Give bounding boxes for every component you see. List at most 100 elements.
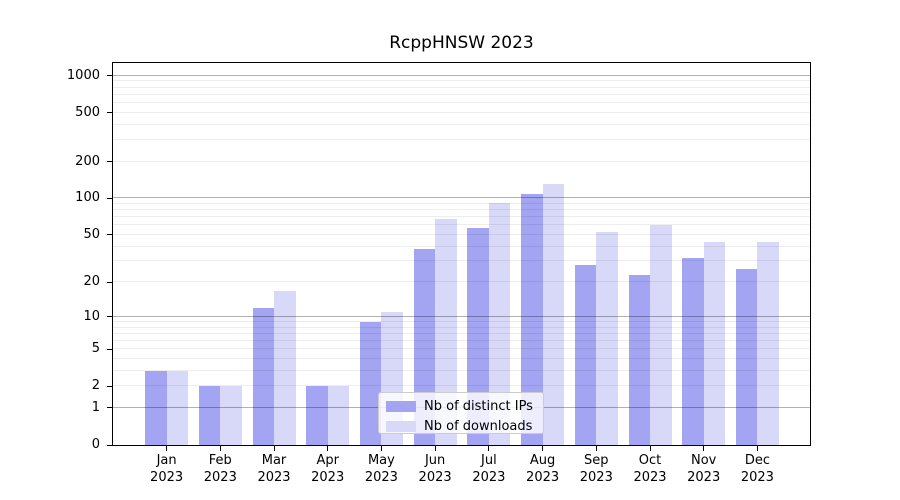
x-tick-label-year: 2023 bbox=[257, 470, 291, 485]
y-gridline-minor bbox=[113, 160, 810, 162]
y-gridline-minor bbox=[113, 326, 810, 328]
y-gridline-minor bbox=[113, 348, 810, 350]
y-tick-label: 200 bbox=[75, 153, 100, 169]
bar-distinct-ips-apr bbox=[306, 386, 328, 445]
y-gridline-minor bbox=[113, 111, 810, 113]
y-gridline-minor bbox=[113, 385, 810, 387]
x-tick-label: Jun 2023 bbox=[403, 452, 467, 486]
y-tick-label: 10 bbox=[83, 308, 100, 324]
bar-distinct-ips-mar bbox=[252, 307, 274, 445]
x-tick-label: Aug 2023 bbox=[511, 452, 575, 486]
x-tick-label-year: 2023 bbox=[311, 470, 345, 485]
y-gridline-minor bbox=[113, 209, 810, 211]
y-tick-label: 50 bbox=[83, 226, 100, 242]
x-tick-mark bbox=[649, 446, 651, 451]
y-gridline-minor bbox=[113, 281, 810, 283]
y-gridline-minor bbox=[113, 224, 810, 226]
x-tick-label: Mar 2023 bbox=[242, 452, 306, 486]
y-gridline-minor bbox=[113, 260, 810, 262]
x-tick-mark bbox=[488, 446, 490, 451]
bar-downloads-mar bbox=[274, 290, 296, 445]
y-tick-label: 100 bbox=[75, 190, 100, 206]
y-gridline-minor bbox=[113, 93, 810, 95]
legend-label-distinct-ips: Nb of distinct IPs bbox=[424, 398, 533, 414]
x-tick-mark bbox=[273, 446, 275, 451]
y-gridline-minor bbox=[113, 332, 810, 334]
y-tick-mark bbox=[107, 75, 113, 77]
x-tick-label-year: 2023 bbox=[740, 470, 774, 485]
x-tick-mark bbox=[542, 446, 544, 451]
bar-distinct-ips-aug bbox=[521, 194, 543, 445]
y-tick-mark bbox=[107, 385, 113, 387]
bar-distinct-ips-oct bbox=[628, 275, 650, 445]
y-tick-mark bbox=[107, 234, 113, 236]
y-tick-label: 5 bbox=[91, 341, 100, 357]
x-tick-label-year: 2023 bbox=[579, 470, 613, 485]
legend: Nb of distinct IPs Nb of downloads bbox=[378, 392, 544, 434]
y-tick-mark bbox=[107, 348, 113, 350]
legend-swatch-distinct-ips bbox=[386, 400, 416, 412]
x-tick-label: Jan 2023 bbox=[135, 452, 199, 486]
x-tick-mark bbox=[380, 446, 382, 451]
x-tick-label: Nov 2023 bbox=[672, 452, 736, 486]
y-gridline-minor bbox=[113, 320, 810, 322]
y-tick-mark bbox=[107, 197, 113, 199]
x-tick-mark bbox=[703, 446, 705, 451]
x-tick-label: Dec 2023 bbox=[725, 452, 789, 486]
y-gridline-minor bbox=[113, 245, 810, 247]
y-tick-label: 20 bbox=[83, 274, 100, 290]
bar-distinct-ips-may bbox=[359, 321, 382, 445]
x-tick-mark bbox=[595, 446, 597, 451]
x-tick-label-year: 2023 bbox=[526, 470, 560, 485]
x-tick-label: Apr 2023 bbox=[296, 452, 360, 486]
y-gridline-minor bbox=[113, 101, 810, 103]
y-tick-mark bbox=[107, 161, 113, 162]
y-tick-mark bbox=[107, 112, 113, 114]
y-gridline-major bbox=[113, 197, 810, 199]
bar-distinct-ips-nov bbox=[682, 258, 704, 445]
bar-downloads-nov bbox=[703, 241, 726, 445]
x-tick-mark bbox=[434, 446, 436, 451]
x-tick-label: Oct 2023 bbox=[618, 452, 682, 486]
bar-distinct-ips-sep bbox=[574, 265, 597, 445]
x-tick-mark bbox=[756, 446, 758, 451]
bar-downloads-oct bbox=[650, 225, 672, 445]
grid-layer bbox=[113, 63, 810, 445]
x-tick-label-year: 2023 bbox=[418, 470, 452, 485]
bar-downloads-sep bbox=[596, 231, 618, 445]
chart-title: RcppHNSW 2023 bbox=[389, 33, 534, 53]
x-tick-mark bbox=[327, 446, 329, 451]
x-tick-label-year: 2023 bbox=[633, 470, 667, 485]
y-gridline-minor bbox=[113, 233, 810, 235]
bar-downloads-feb bbox=[220, 386, 242, 445]
x-tick-label: Feb 2023 bbox=[188, 452, 252, 486]
y-gridline-minor bbox=[113, 358, 810, 359]
y-gridline-minor bbox=[113, 123, 810, 125]
y-gridline-minor bbox=[113, 202, 810, 204]
y-gridline-major bbox=[113, 315, 810, 317]
y-tick-mark bbox=[107, 407, 113, 409]
y-gridline-minor bbox=[113, 86, 810, 88]
y-gridline-minor bbox=[113, 80, 810, 82]
x-tick-label-year: 2023 bbox=[687, 470, 721, 485]
legend-item-distinct-ips: Nb of distinct IPs bbox=[386, 398, 543, 414]
y-tick-label: 1000 bbox=[66, 67, 100, 83]
x-tick-mark bbox=[219, 446, 221, 451]
x-tick-label: May 2023 bbox=[349, 452, 413, 486]
y-tick-label: 0 bbox=[91, 437, 100, 452]
x-tick-label-year: 2023 bbox=[364, 470, 398, 485]
x-tick-label-year: 2023 bbox=[203, 470, 237, 485]
bar-distinct-ips-feb bbox=[198, 386, 221, 445]
y-gridline-minor bbox=[113, 369, 810, 371]
bar-downloads-dec bbox=[757, 241, 779, 445]
bar-downloads-apr bbox=[327, 386, 350, 445]
legend-swatch-downloads bbox=[386, 420, 416, 432]
y-tick-label: 1 bbox=[91, 399, 100, 415]
x-tick-label: Jul 2023 bbox=[457, 452, 521, 486]
y-tick-label: 2 bbox=[91, 378, 100, 394]
y-gridline-major bbox=[113, 74, 810, 76]
bar-downloads-aug bbox=[542, 184, 565, 445]
y-gridline-minor bbox=[113, 340, 810, 341]
legend-label-downloads: Nb of downloads bbox=[424, 418, 533, 434]
